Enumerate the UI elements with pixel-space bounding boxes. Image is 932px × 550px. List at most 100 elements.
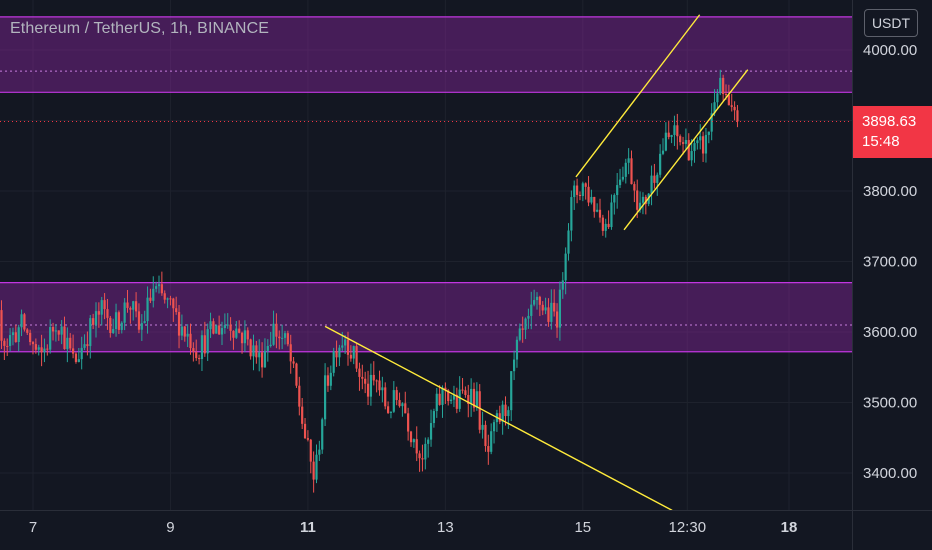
candle-body-50 [106,309,109,318]
y-tick-label-3: 3600.00 [863,324,917,341]
candle-body-242 [656,174,659,183]
candle-body-56 [123,302,126,323]
time-axis[interactable]: 7 9 11 13 15 12:30 18 [29,519,798,536]
candle-body-164 [432,411,436,424]
candle-body-129 [332,351,335,373]
candle-body-181 [481,424,484,430]
candle-body-224 [604,223,607,231]
candle-body-216 [581,183,584,196]
candle-body-270 [736,110,739,122]
candle-body-25 [34,344,37,350]
candle-body-121 [309,439,312,462]
candle-body-86 [209,321,212,330]
candle-body-228 [616,185,619,196]
candle-body-68 [157,284,161,287]
candle-body-69 [160,284,163,294]
candle-body-110 [278,336,281,339]
x-tick-label-5: 12:30 [669,519,707,536]
candle-body-49 [103,300,106,310]
candle-body-123 [315,454,318,480]
candle-body-253 [687,140,690,161]
candle-body-73 [172,298,175,309]
candle-body-187 [498,413,501,422]
candle-body-48 [100,300,103,315]
candle-body-247 [670,134,673,137]
candle-body-125 [321,419,324,450]
candle-body-154 [404,403,407,414]
candle-body-45 [92,318,95,325]
candle-body-165 [435,393,438,412]
candle-body-146 [381,387,384,391]
candle-body-107 [269,344,272,346]
candle-body-258 [701,136,705,154]
candle-body-152 [398,400,401,407]
candle-body-183 [487,446,490,452]
candle-body-204 [547,307,550,322]
candle-body-29 [46,348,49,350]
candle-body-245 [664,132,667,151]
candle-body-91 [223,325,226,329]
candle-body-30 [49,327,52,350]
candle-body-246 [667,132,670,137]
candle-body-233 [630,158,633,185]
candle-body-115 [292,361,295,364]
candle-body-236 [638,202,642,210]
candle-body-79 [189,333,192,349]
candle-body-206 [553,302,556,312]
candle-body-231 [624,162,627,177]
candle-body-104 [260,352,264,368]
candle-body-238 [644,196,647,204]
candle-body-255 [693,143,696,152]
candle-body-19 [17,327,20,343]
candle-body-74 [175,308,178,313]
candle-body-151 [395,390,398,401]
candle-body-33 [57,330,60,335]
candle-body-102 [255,345,258,358]
candle-body-225 [607,223,610,228]
zone-0 [0,16,852,93]
candle-body-35 [63,326,66,350]
candle-body-196 [524,318,527,330]
candle-body-137 [355,346,358,369]
candle-body-96 [238,328,241,333]
candle-body-260 [707,131,710,135]
candle-body-212 [570,197,573,231]
candle-body-105 [263,350,267,368]
candle-body-119 [303,423,307,439]
candle-body-89 [218,325,221,335]
candle-body-150 [392,390,395,412]
candle-body-139 [361,376,364,379]
x-tick-label-3: 13 [437,519,454,536]
grid [0,0,852,510]
candle-body-93 [229,324,232,331]
candle-body-173 [458,389,461,409]
candle-body-155 [407,413,410,432]
candle-body-162 [427,439,430,444]
candle-body-22 [26,329,29,333]
price-axis[interactable]: 4000.00 3800.00 3700.00 3600.00 3500.00 3400.… [863,42,917,482]
candle-body-84 [203,335,206,354]
candle-body-189 [504,404,507,417]
candle-body-46 [94,311,98,325]
candle-body-43 [86,344,89,347]
current-price-value: 3898.63 [862,113,917,130]
candle-body-229 [618,179,622,186]
candle-body-268 [730,105,733,107]
currency-badge[interactable]: USDT [864,9,918,37]
candle-body-257 [699,136,702,141]
candle-body-172 [455,394,458,409]
candle-body-16 [8,335,12,346]
candle-body-220 [593,196,596,212]
candle-body-213 [573,185,576,198]
candle-body-177 [470,388,473,405]
candle-body-264 [719,77,722,94]
candle-body-98 [243,330,247,344]
candle-body-161 [424,443,427,460]
candle-body-248 [673,125,676,135]
trendline-1 [575,14,701,178]
x-tick-label-6: 18 [781,519,798,536]
candle-body-140 [364,378,367,384]
candle-body-191 [510,371,513,411]
